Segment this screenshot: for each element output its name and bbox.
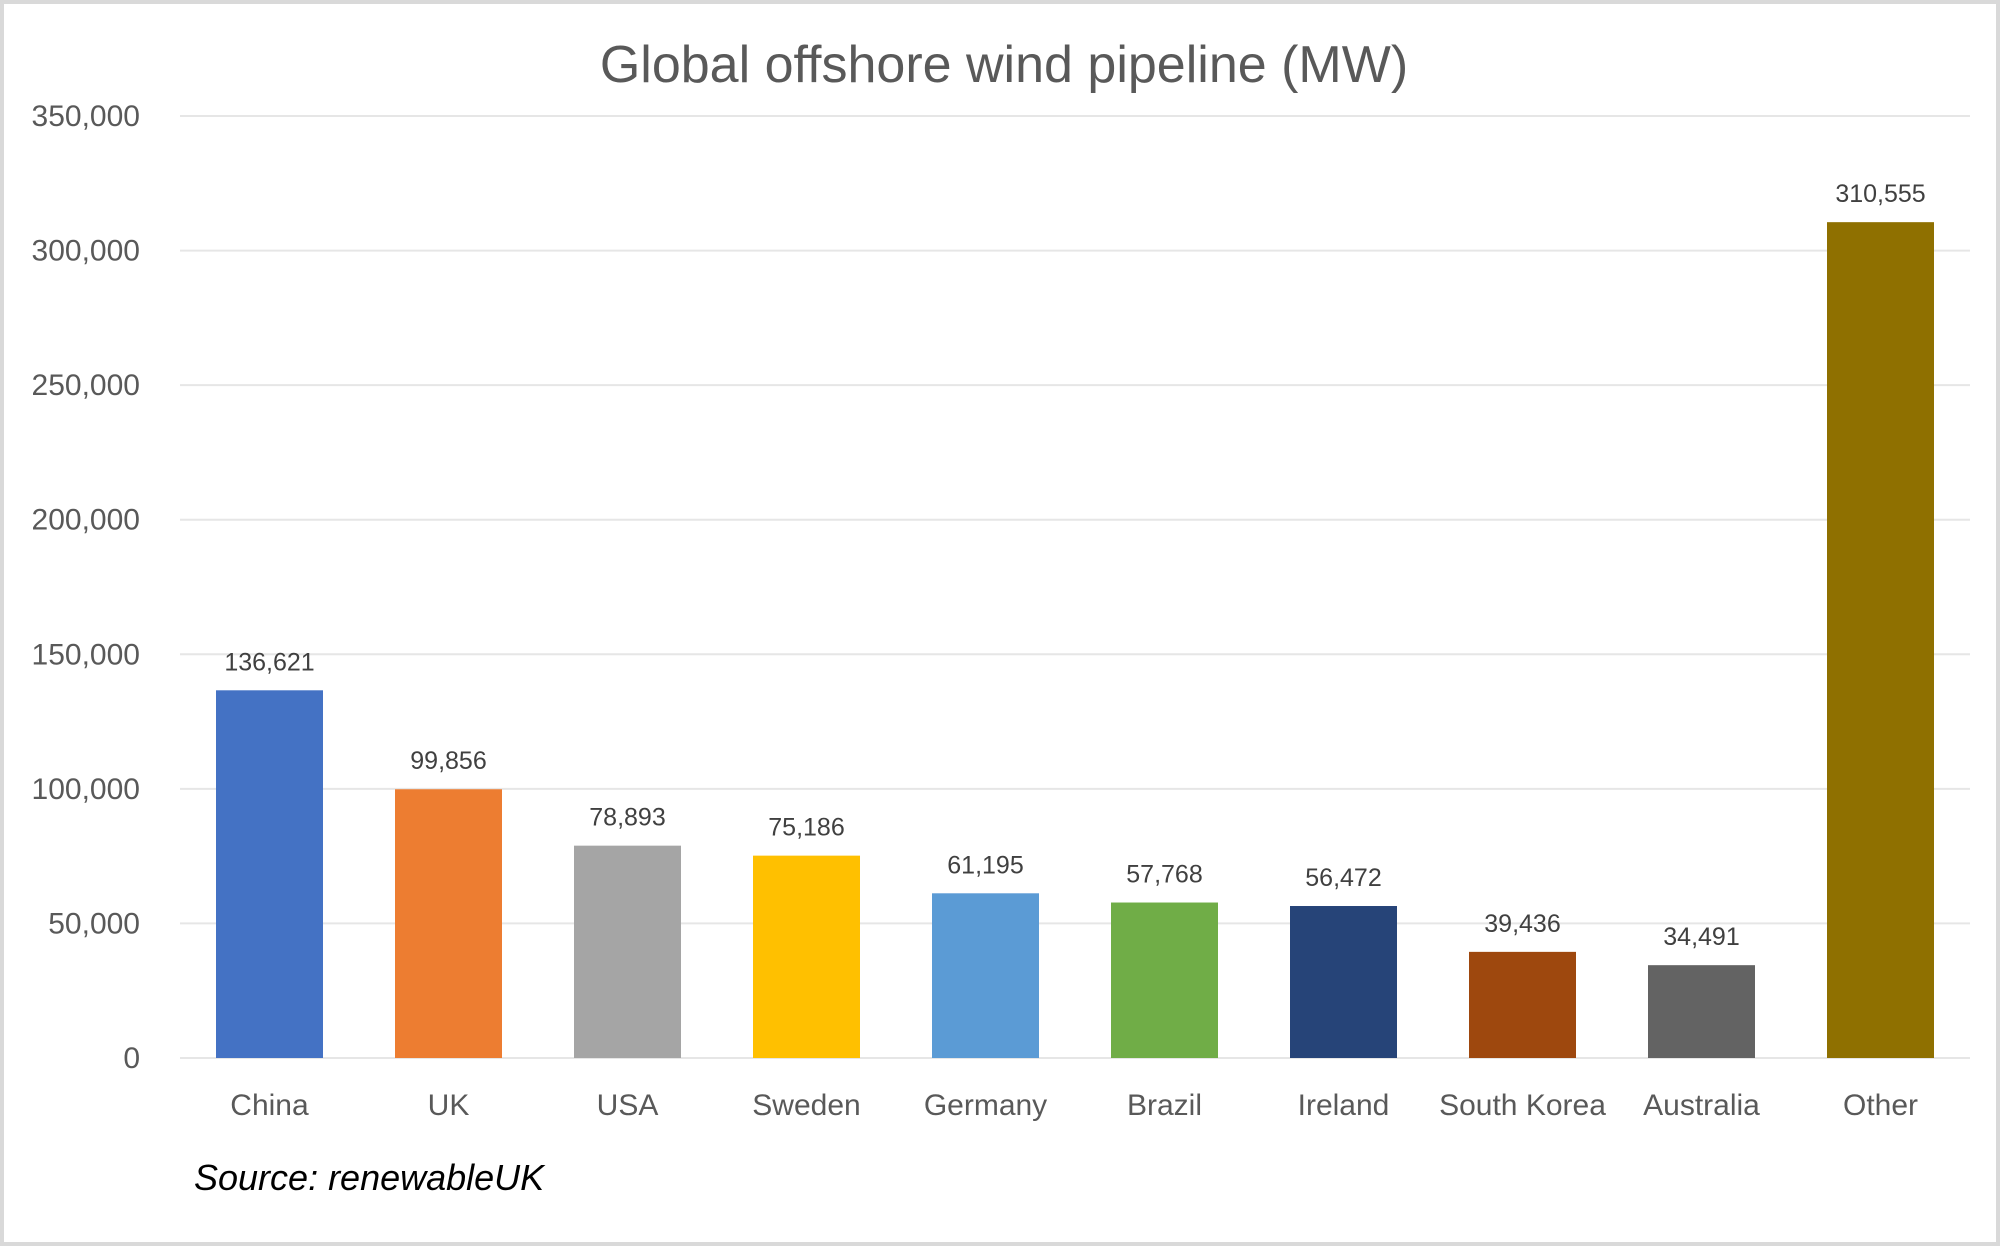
data-label: 34,491 xyxy=(1663,923,1739,951)
x-axis-categories: China UK USA Sweden Germany Brazil Ireland Sout… xyxy=(230,1089,1918,1122)
category-label: Brazil xyxy=(1127,1089,1202,1122)
bar-australia xyxy=(1648,965,1755,1058)
y-axis-ticks: 0 50,000 100,000 150,000 200,000 250,000 300,0… xyxy=(32,100,140,1075)
bar-uk xyxy=(395,789,502,1058)
bar-other xyxy=(1827,222,1934,1059)
bars xyxy=(216,222,1934,1059)
category-label: South Korea xyxy=(1439,1089,1606,1122)
y-tick-label: 300,000 xyxy=(32,235,140,268)
source-note: Source: renewableUK xyxy=(194,1157,546,1198)
data-label: 310,555 xyxy=(1835,180,1925,208)
data-label: 61,195 xyxy=(947,851,1023,879)
data-label: 39,436 xyxy=(1484,910,1560,938)
chart-title: Global offshore wind pipeline (MW) xyxy=(600,36,1408,94)
data-label: 99,856 xyxy=(410,747,486,775)
bar-south-korea xyxy=(1469,951,1576,1058)
y-tick-label: 100,000 xyxy=(32,773,140,806)
y-tick-label: 0 xyxy=(123,1042,140,1075)
bar-china xyxy=(216,690,323,1058)
data-label: 78,893 xyxy=(589,804,665,832)
category-label: Australia xyxy=(1643,1089,1760,1122)
bar-germany xyxy=(932,893,1039,1058)
category-label: UK xyxy=(428,1089,470,1122)
data-label: 136,621 xyxy=(224,648,314,676)
bar-sweden xyxy=(753,855,860,1058)
data-labels: 136,621 99,856 78,893 75,186 61,195 57,768 56,… xyxy=(224,180,1925,951)
bar-brazil xyxy=(1111,902,1218,1058)
y-tick-label: 150,000 xyxy=(32,638,140,671)
y-tick-label: 200,000 xyxy=(32,504,140,537)
category-label: Other xyxy=(1843,1089,1918,1122)
data-label: 75,186 xyxy=(768,814,844,842)
category-label: USA xyxy=(597,1089,659,1122)
category-label: China xyxy=(230,1089,309,1122)
y-tick-label: 50,000 xyxy=(48,907,140,940)
category-label: Sweden xyxy=(752,1089,860,1122)
bar-ireland xyxy=(1290,906,1397,1058)
bar-chart: Global offshore wind pipeline (MW) 0 50,0… xyxy=(32,36,1970,1198)
data-label: 57,768 xyxy=(1126,861,1202,889)
data-label: 56,472 xyxy=(1305,864,1381,892)
bar-usa xyxy=(574,845,681,1058)
y-tick-label: 350,000 xyxy=(32,100,140,133)
y-tick-label: 250,000 xyxy=(32,369,140,402)
category-label: Ireland xyxy=(1298,1089,1390,1122)
category-label: Germany xyxy=(924,1089,1047,1122)
